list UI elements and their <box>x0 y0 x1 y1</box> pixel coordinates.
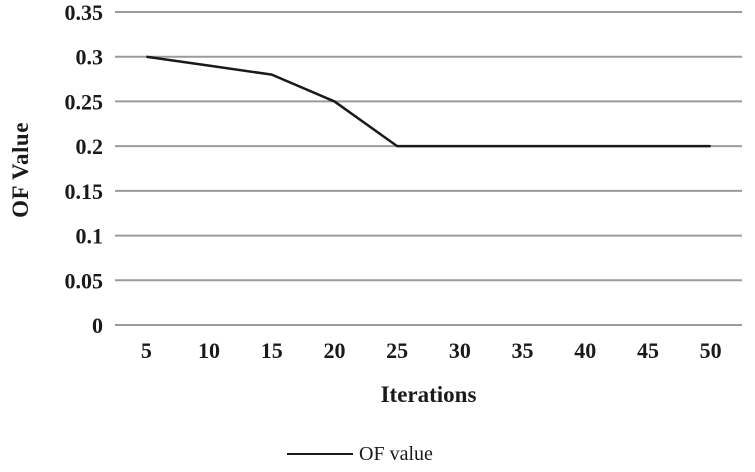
x-tick-label: 5 <box>141 338 152 363</box>
x-axis-title: Iterations <box>380 382 477 407</box>
x-tick-label: 20 <box>323 338 345 363</box>
y-tick-label: 0.3 <box>76 45 104 70</box>
x-tick-label: 35 <box>512 338 534 363</box>
y-tick-label: 0.35 <box>65 0 104 25</box>
x-tick-label: 50 <box>700 338 722 363</box>
y-tick-label: 0 <box>92 313 103 338</box>
x-tick-label: 30 <box>449 338 471 363</box>
legend-line-marker <box>287 453 354 455</box>
y-tick-label: 0.25 <box>65 89 104 114</box>
legend-label: OF value <box>359 442 433 465</box>
x-tick-label: 40 <box>574 338 596 363</box>
y-tick-label: 0.1 <box>76 224 104 249</box>
series-line <box>146 55 711 148</box>
chart-plot-area: 0 0.05 0.1 0.15 0.2 0.25 0.3 0.35 5 10 15 20 25 30 35 4… <box>65 0 742 363</box>
y-tick-label: 0.15 <box>65 179 104 204</box>
x-tick-label: 25 <box>386 338 408 363</box>
x-tick-label: 10 <box>198 338 220 363</box>
y-tick-label: 0.2 <box>76 134 104 159</box>
x-tick-label: 15 <box>261 338 283 363</box>
chart-legend: OF value <box>0 438 720 470</box>
x-tick-label: 45 <box>637 338 659 363</box>
y-tick-label: 0.05 <box>65 268 104 293</box>
